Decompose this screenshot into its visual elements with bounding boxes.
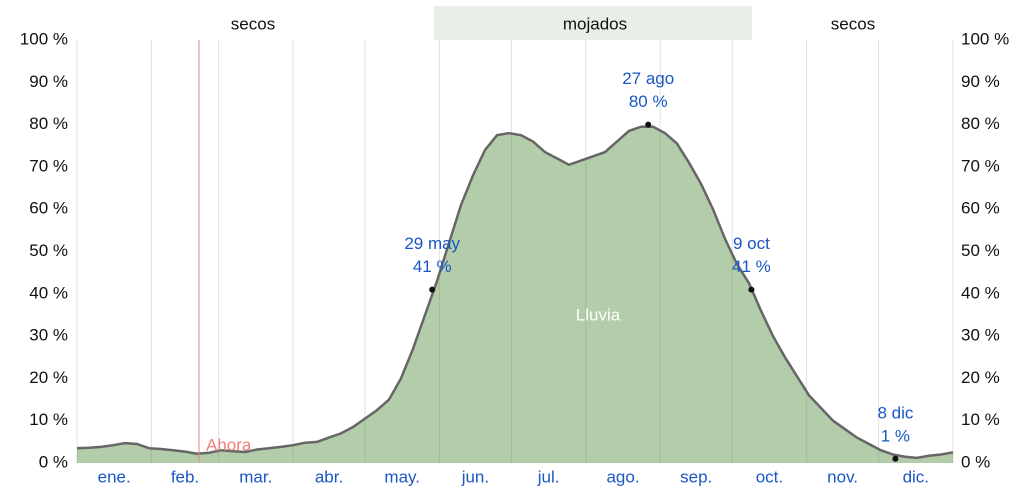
wet-band: [434, 6, 752, 40]
y-tick-label: 80 %: [29, 114, 68, 133]
y2-tick-label: 90 %: [961, 72, 1000, 91]
annotation-dot: [748, 286, 755, 293]
y2-tick-label: 40 %: [961, 283, 1000, 302]
annotation-value: 80 %: [629, 92, 668, 111]
annotation-dot: [892, 455, 899, 462]
x-tick-label: dic.: [903, 467, 929, 486]
line: [76, 125, 954, 460]
x-tick-label: ene.: [98, 467, 131, 486]
annotation-dot: [429, 286, 436, 293]
y-tick-label: 60 %: [29, 199, 68, 218]
y2-tick-label: 60 %: [961, 199, 1000, 218]
x-tick-label: oct.: [756, 467, 783, 486]
x-tick-label: feb.: [171, 467, 199, 486]
y-tick-label: 100 %: [20, 29, 68, 48]
area: [77, 126, 953, 463]
annotation-date: 29 may: [404, 234, 460, 253]
y-tick-label: 50 %: [29, 241, 68, 260]
y-tick-label: 20 %: [29, 368, 68, 387]
y2-tick-label: 20 %: [961, 368, 1000, 387]
series-label: Lluvia: [576, 305, 621, 324]
y-tick-label: 40 %: [29, 283, 68, 302]
y2-tick-label: 100 %: [961, 29, 1009, 48]
annotation-dot: [645, 121, 652, 128]
y2-tick-label: 30 %: [961, 326, 1000, 345]
x-tick-label: abr.: [315, 467, 343, 486]
x-tick-label: may.: [384, 467, 420, 486]
band-label: secos: [831, 14, 875, 33]
x-tick-label: sep.: [680, 467, 712, 486]
x-tick-label: jul.: [537, 467, 560, 486]
annotation-value: 1 %: [881, 426, 910, 445]
annotation-date: 9 oct: [733, 234, 770, 253]
y2-tick-label: 80 %: [961, 114, 1000, 133]
y-tick-label: 10 %: [29, 410, 68, 429]
now-label: Ahora: [206, 435, 252, 454]
y-tick-label: 90 %: [29, 72, 68, 91]
y2-tick-label: 10 %: [961, 410, 1000, 429]
x-tick-label: mar.: [239, 467, 272, 486]
x-tick-label: jun.: [461, 467, 489, 486]
annotation-value: 41 %: [413, 257, 452, 276]
annotation-value: 41 %: [732, 257, 771, 276]
y2-tick-label: 70 %: [961, 156, 1000, 175]
y2-tick-label: 0 %: [961, 452, 990, 471]
y2-tick-label: 50 %: [961, 241, 1000, 260]
band-label: mojados: [563, 14, 627, 33]
annotation-date: 8 dic: [877, 403, 913, 422]
band-label: secos: [231, 14, 275, 33]
x-tick-label: ago.: [606, 467, 639, 486]
y-tick-label: 0 %: [39, 452, 68, 471]
annotation-date: 27 ago: [622, 69, 674, 88]
x-tick-label: nov.: [827, 467, 858, 486]
y-tick-label: 70 %: [29, 156, 68, 175]
y-tick-label: 30 %: [29, 326, 68, 345]
